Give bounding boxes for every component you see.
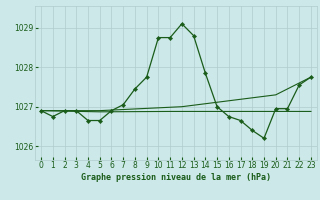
X-axis label: Graphe pression niveau de la mer (hPa): Graphe pression niveau de la mer (hPa) [81,173,271,182]
